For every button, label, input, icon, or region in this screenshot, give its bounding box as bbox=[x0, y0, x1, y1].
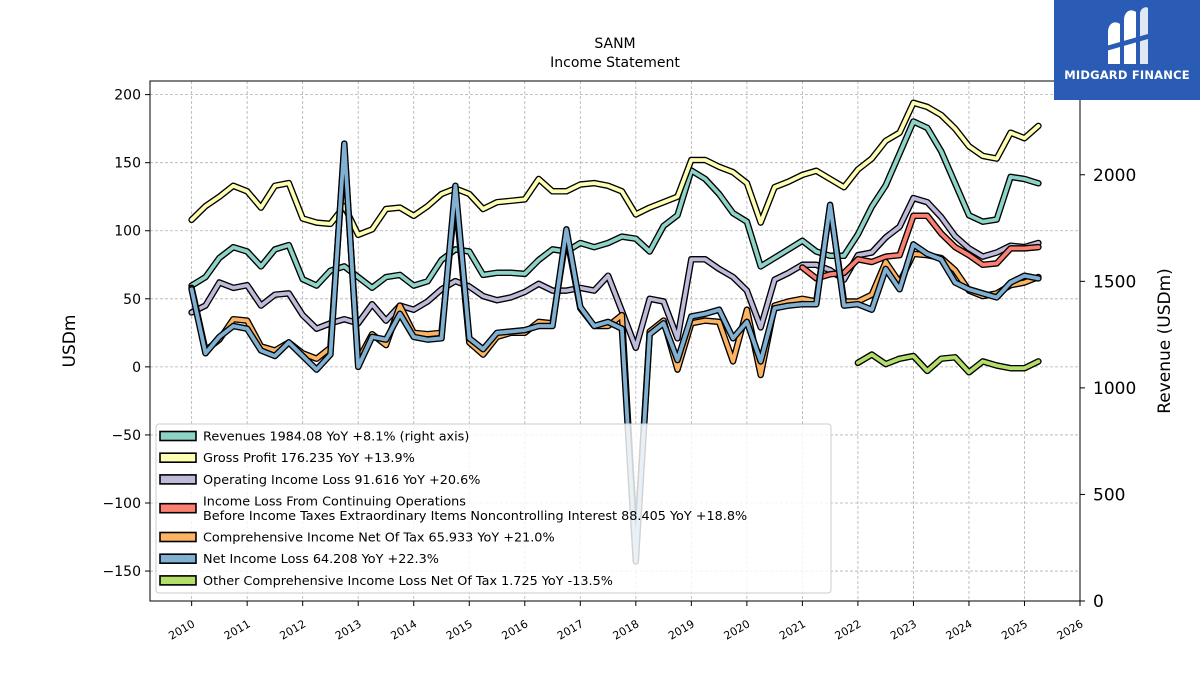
legend-swatch-1 bbox=[159, 452, 197, 464]
y-tick-label: 0 bbox=[132, 360, 141, 376]
x-tick-label: 2023 bbox=[888, 617, 919, 642]
brand-name: MIDGARD FINANCE bbox=[1064, 68, 1190, 82]
series-lines bbox=[188, 99, 1042, 565]
x-tick-label: 2019 bbox=[666, 617, 697, 642]
y-tick-label: 50 bbox=[123, 292, 141, 308]
y-right-tick-label: 1000 bbox=[1093, 379, 1136, 399]
legend-label-3: Income Loss From Continuing Operations Be… bbox=[203, 495, 747, 524]
y-axis-right-label: Revenue (USDm) bbox=[1155, 268, 1175, 414]
x-tick-label: 2010 bbox=[166, 617, 197, 642]
x-tick-label: 2017 bbox=[555, 617, 586, 642]
x-tick-label: 2012 bbox=[277, 617, 308, 642]
y-axis-label: USDm bbox=[60, 315, 80, 368]
legend-swatch-3 bbox=[159, 502, 197, 514]
x-tick-label: 2014 bbox=[388, 617, 419, 642]
x-tick-label: 2021 bbox=[777, 617, 808, 642]
legend-label-4: Comprehensive Income Net Of Tax 65.933 Y… bbox=[203, 531, 555, 546]
series-line-5 bbox=[189, 141, 1041, 564]
brand-logo: MIDGARD FINANCE bbox=[1054, 0, 1200, 100]
y-tick-label: 150 bbox=[114, 156, 141, 172]
chart-subtitle: Income Statement bbox=[550, 55, 680, 71]
legend: Revenues 1984.08 YoY +8.1% (right axis) G… bbox=[155, 423, 832, 594]
y-right-tick-label: 500 bbox=[1093, 485, 1125, 505]
x-tick-label: 2024 bbox=[944, 617, 975, 642]
legend-swatch-0 bbox=[159, 430, 197, 442]
y-right-tick-label: 2000 bbox=[1093, 166, 1136, 186]
legend-label-0: Revenues 1984.08 YoY +8.1% (right axis) bbox=[203, 430, 469, 445]
legend-label-5: Net Income Loss 64.208 YoY +22.3% bbox=[203, 552, 439, 567]
x-tick-label: 2011 bbox=[222, 617, 253, 642]
y-right-tick-label: 0 bbox=[1093, 592, 1104, 612]
x-tick-label: 2025 bbox=[999, 617, 1030, 642]
y-tick-label: 100 bbox=[114, 224, 141, 240]
legend-box bbox=[155, 423, 832, 594]
legend-label-2: Operating Income Loss 91.616 YoY +20.6% bbox=[203, 473, 480, 488]
legend-swatch-2 bbox=[159, 474, 197, 485]
y-tick-label: 200 bbox=[114, 88, 141, 104]
x-tick-label: 2022 bbox=[833, 617, 864, 642]
x-tick-label: 2020 bbox=[722, 617, 753, 642]
x-tick-label: 2026 bbox=[1055, 617, 1086, 642]
chart-title: SANM bbox=[594, 36, 635, 52]
series-line-1 bbox=[189, 100, 1041, 237]
legend-swatch-5 bbox=[159, 553, 197, 565]
legend-label-6: Other Comprehensive Income Loss Net Of T… bbox=[203, 574, 613, 589]
legend-swatch-6 bbox=[159, 575, 197, 586]
y-tick-label: −100 bbox=[103, 496, 141, 512]
y-tick-label: −150 bbox=[103, 564, 141, 580]
y-right-tick-label: 1500 bbox=[1093, 272, 1136, 292]
x-tick-label: 2013 bbox=[333, 617, 364, 642]
legend-swatch-4 bbox=[159, 531, 197, 543]
x-tick-label: 2015 bbox=[444, 617, 475, 642]
y-tick-label: −50 bbox=[111, 428, 141, 444]
legend-label-1: Gross Profit 176.235 YoY +13.9% bbox=[203, 451, 415, 466]
series-line-6 bbox=[856, 352, 1041, 375]
x-tick-label: 2018 bbox=[611, 617, 642, 642]
brand-mark-icon bbox=[1106, 7, 1148, 65]
x-tick-label: 2016 bbox=[500, 617, 531, 642]
plot-frame bbox=[149, 80, 1081, 602]
